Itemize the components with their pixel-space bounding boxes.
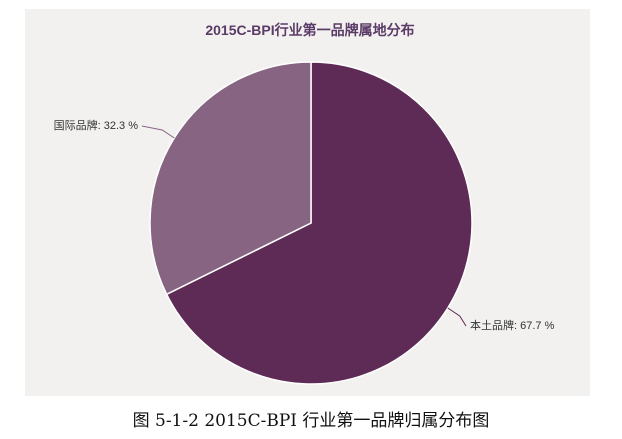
pie-slice-international (149, 61, 312, 296)
slice-label: 本土品牌: 67.7 % (470, 318, 555, 332)
slice-label: 国际品牌: 32.3 % (54, 118, 139, 132)
slice-labels: 本土品牌: 67.7 % 国际品牌: 32.3 % (54, 118, 555, 332)
pie-slice-domestic (165, 61, 473, 385)
pie-slices (149, 61, 473, 385)
figure-caption: 图 5-1-2 2015C-BPI 行业第一品牌归属分布图 (132, 411, 490, 431)
leader-line (447, 307, 467, 327)
leader-line (141, 125, 175, 139)
chart-title: 2015C-BPI行业第一品牌属地分布 (205, 22, 414, 38)
